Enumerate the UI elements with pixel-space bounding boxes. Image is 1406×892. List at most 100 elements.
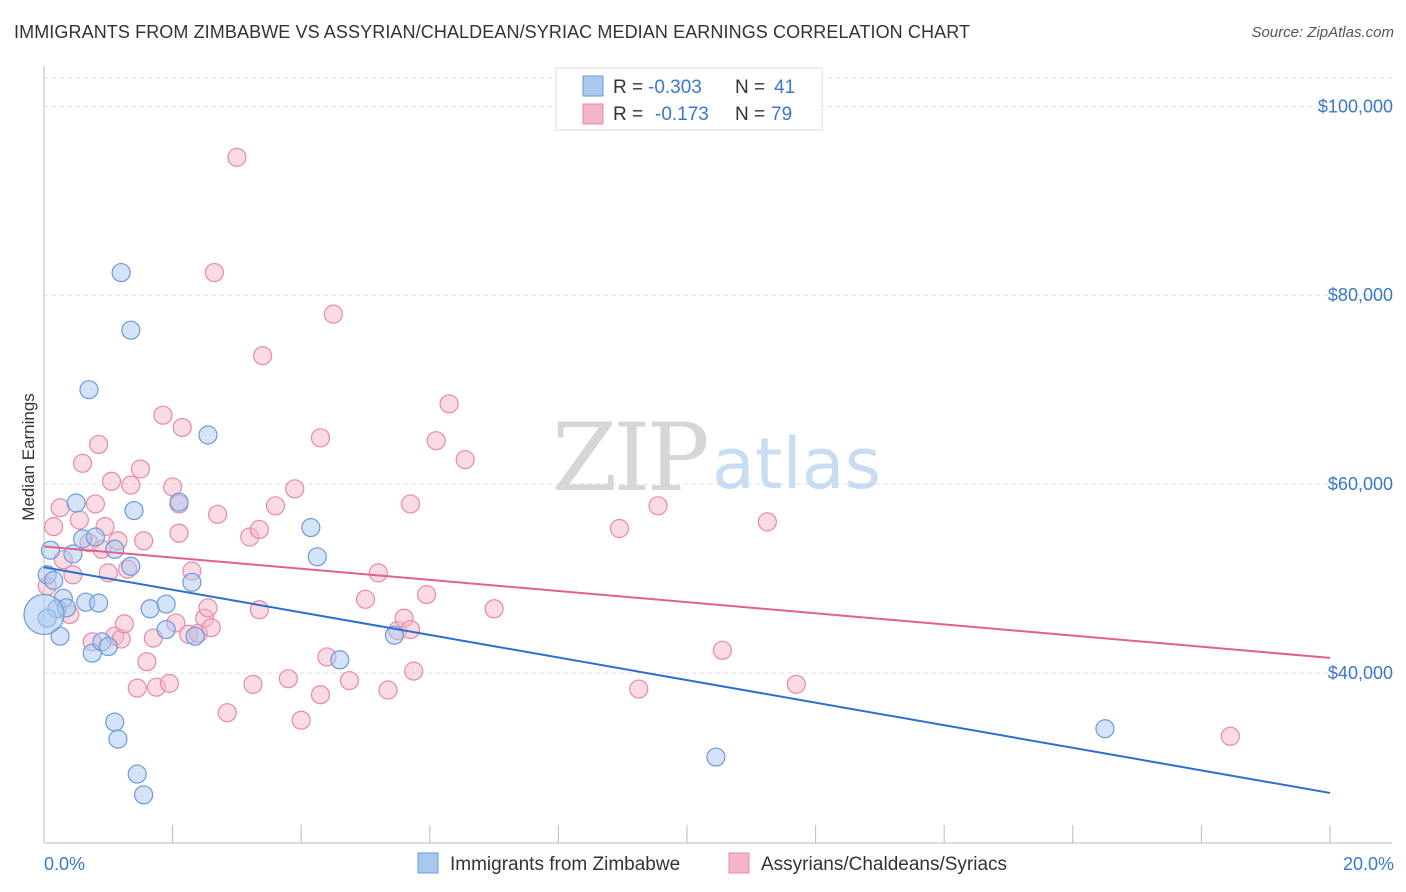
zimbabwe-point-27 <box>140 599 160 619</box>
zimbabwe-point-34 <box>301 517 321 538</box>
grid-lines <box>44 77 1392 674</box>
assyrian-point-22 <box>130 459 151 479</box>
assyrian-point-48 <box>265 496 286 516</box>
bottom-legend-label-pink: Assyrians/Chaldeans/Syriacs <box>761 854 1007 875</box>
assyrian-point-55 <box>323 304 343 324</box>
assyrian-point-44 <box>243 674 263 694</box>
assyrian-point-32 <box>169 523 189 543</box>
bottom-legend-label-blue: Immigrants from Zimbabwe <box>450 854 680 875</box>
assyrian-point-42 <box>227 147 247 167</box>
zimbabwe-point-14 <box>85 527 106 547</box>
zimbabwe-point-19 <box>105 712 125 732</box>
zimbabwe-point-38 <box>706 747 726 767</box>
zimbabwe-point-15 <box>89 593 109 613</box>
x-tick-label-0: 0.0% <box>44 854 85 874</box>
zimbabwe-point-23 <box>121 556 141 576</box>
trend-lines <box>43 545 1331 794</box>
legend-r-label-2: R = <box>613 104 643 125</box>
assyrian-point-67 <box>439 394 459 414</box>
assyrian-point-10 <box>89 434 109 455</box>
assyrian-point-41 <box>217 703 237 723</box>
assyrian-point-63 <box>400 494 421 514</box>
assyrian-point-27 <box>153 405 173 425</box>
assyrian-point-75 <box>786 674 806 694</box>
legend-r-label-1: R = <box>613 77 643 98</box>
legend-r-value-1: -0.303 <box>648 77 702 98</box>
bottom-legend: Immigrants from Zimbabwe Assyrians/Chald… <box>417 852 1007 875</box>
assyrian-point-40 <box>208 504 228 524</box>
assyrian-point-68 <box>455 449 475 470</box>
assyrian-point-74 <box>757 512 777 532</box>
zimbabwe-point-37 <box>384 625 405 645</box>
zimbabwe-trend-line <box>43 566 1331 794</box>
y-axis-label: Median Earnings <box>19 393 38 521</box>
axes: $40,000 $60,000 $80,000 $100,000 0.0% 20.0% <box>43 66 1394 874</box>
assyrian-trend-line <box>43 545 1331 659</box>
assyrian-point-33 <box>172 417 192 438</box>
assyrian-point-71 <box>629 679 649 699</box>
zimbabwe-point-1 <box>44 570 64 591</box>
assyrian-point-51 <box>291 710 311 730</box>
assyrian-point-38 <box>198 598 218 618</box>
legend-swatch-pink <box>582 103 604 125</box>
watermark: ZIP atlas <box>552 404 881 513</box>
zimbabwe-point-17 <box>98 636 118 657</box>
zimbabwe-point-18 <box>105 539 125 559</box>
zimbabwe-point-7 <box>40 540 61 560</box>
zimbabwe-point-20 <box>108 729 128 749</box>
assyrian-point-64 <box>404 661 424 681</box>
zimbabwe-point-24 <box>124 500 144 521</box>
assyrian-point-65 <box>416 585 437 605</box>
zimbabwe-point-29 <box>156 619 176 640</box>
zimbabwe-point-39 <box>1095 719 1115 739</box>
assyrian-point-49 <box>278 669 298 689</box>
assyrian-point-77 <box>204 262 224 283</box>
zimbabwe-point-31 <box>182 572 202 592</box>
legend-r-value-2: -0.173 <box>655 104 709 125</box>
assyrian-point-66 <box>426 431 446 451</box>
assyrian-point-58 <box>368 563 388 583</box>
y-tick-label-2: $80,000 <box>1328 285 1393 305</box>
assyrian-point-9 <box>85 494 106 514</box>
zimbabwe-point-22 <box>121 320 141 340</box>
bottom-legend-swatch-pink <box>728 852 750 874</box>
bottom-legend-swatch-blue <box>417 852 439 874</box>
assyrian-point-39 <box>201 618 221 638</box>
assyrian-point-21 <box>127 678 147 698</box>
chart-title: IMMIGRANTS FROM ZIMBABWE VS ASSYRIAN/CHA… <box>14 22 971 42</box>
y-tick-label-0: $40,000 <box>1328 663 1393 683</box>
assyrian-point-50 <box>285 479 305 499</box>
assyrian-point-2 <box>50 498 70 518</box>
zimbabwe-point-36 <box>330 650 350 670</box>
x-tick-label-1: 20.0% <box>1343 854 1394 874</box>
legend-box: R = -0.303 N = 41 R = -0.173 N = 79 <box>555 67 823 131</box>
assyrian-point-5 <box>69 510 89 530</box>
zimbabwe-point-9 <box>66 493 86 513</box>
zimbabwe-point-12 <box>79 380 99 400</box>
zimbabwe-point-30 <box>169 492 189 512</box>
assyrian-point-20 <box>121 475 141 495</box>
assyrian-point-57 <box>355 589 376 609</box>
assyrian-point-69 <box>484 599 504 619</box>
zimbabwe-point-40 <box>23 593 65 636</box>
y-tick-label-1: $60,000 <box>1328 474 1393 494</box>
assyrian-point-56 <box>339 670 360 691</box>
assyrian-point-73 <box>712 640 732 660</box>
assyrian-point-24 <box>137 652 157 672</box>
assyrian-point-46 <box>249 519 270 540</box>
zimbabwe-point-25 <box>127 764 147 784</box>
watermark-zip: ZIP <box>552 404 706 513</box>
zimbabwe-point-33 <box>198 425 218 445</box>
assyrian-point-53 <box>310 428 331 448</box>
watermark-atlas: atlas <box>712 423 881 505</box>
legend-swatch-blue <box>582 75 604 97</box>
assyrian-point-70 <box>609 518 630 539</box>
legend-n-label-2: N = <box>735 104 765 125</box>
zimbabwe-point-28 <box>156 594 176 614</box>
legend-n-value-1: 41 <box>774 77 795 98</box>
assyrian-point-4 <box>63 565 83 585</box>
assyrian-point-72 <box>648 496 668 516</box>
zimbabwe-point-32 <box>185 626 205 646</box>
assyrian-point-18 <box>114 614 134 634</box>
